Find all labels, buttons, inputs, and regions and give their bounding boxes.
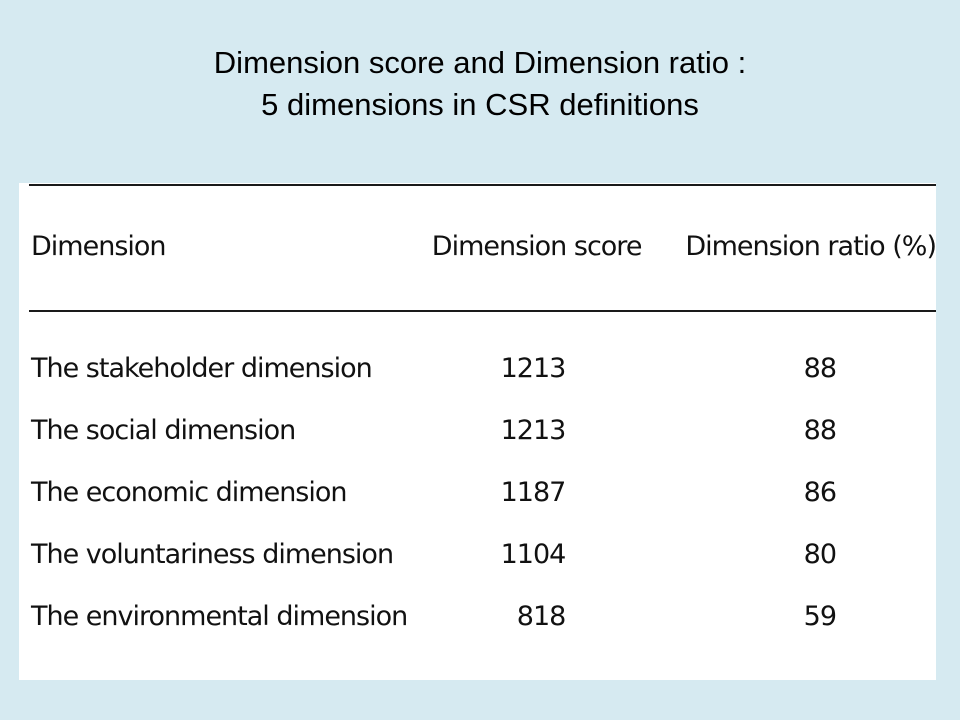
- cell-score: 1213: [500, 414, 567, 446]
- cell-score: 1213: [500, 352, 567, 384]
- table-row: The environmental dimension 818 59: [31, 585, 936, 647]
- table-row: The economic dimension 1187 86: [31, 461, 936, 523]
- cell-ratio: 88: [803, 414, 837, 446]
- table-row: The stakeholder dimension 1213 88: [31, 337, 936, 399]
- table-panel: Dimension Dimension score Dimension rati…: [19, 183, 937, 680]
- header-dimension-ratio: Dimension ratio (%): [685, 230, 937, 262]
- cell-score: 818: [516, 600, 567, 632]
- table-row: The voluntariness dimension 1104 80: [31, 523, 936, 585]
- cell-ratio: 86: [803, 476, 837, 508]
- slide-title: Dimension score and Dimension ratio : 5 …: [0, 42, 960, 126]
- title-line-1: Dimension score and Dimension ratio :: [213, 45, 747, 80]
- table-spacer-row: [31, 271, 936, 337]
- title-line-2: 5 dimensions in CSR definitions: [261, 87, 699, 122]
- cell-dimension: The voluntariness dimension: [31, 538, 394, 570]
- table-top-rule: [29, 184, 936, 186]
- header-dimension-score: Dimension score: [431, 230, 643, 262]
- cell-dimension: The economic dimension: [31, 476, 347, 508]
- cell-dimension: The environmental dimension: [31, 600, 408, 632]
- dimension-table: Dimension Dimension score Dimension rati…: [31, 221, 937, 647]
- cell-score: 1187: [500, 476, 567, 508]
- table-row: The social dimension 1213 88: [31, 399, 936, 461]
- cell-ratio: 80: [803, 538, 837, 570]
- table-header-row: Dimension Dimension score Dimension rati…: [31, 221, 937, 271]
- table-header-rule: [29, 310, 936, 312]
- cell-dimension: The social dimension: [31, 414, 296, 446]
- header-dimension: Dimension: [31, 230, 167, 262]
- cell-ratio: 88: [803, 352, 837, 384]
- cell-dimension: The stakeholder dimension: [31, 352, 373, 384]
- cell-score: 1104: [500, 538, 567, 570]
- cell-ratio: 59: [803, 600, 837, 632]
